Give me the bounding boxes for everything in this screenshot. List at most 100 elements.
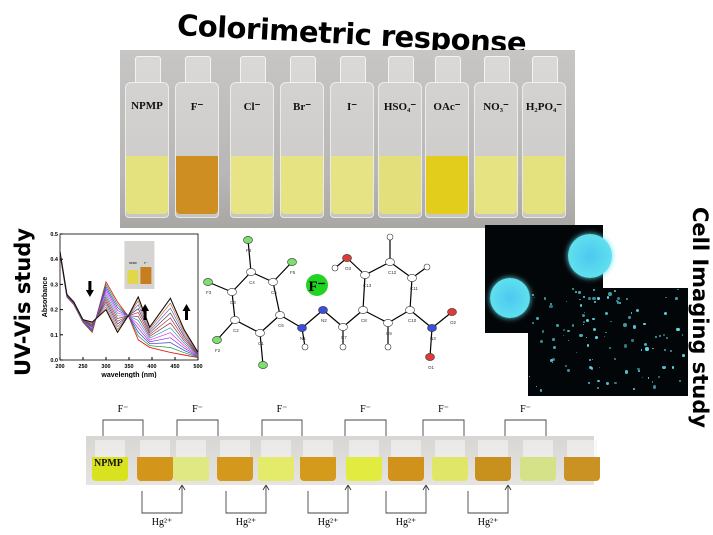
- cell-dot: [592, 317, 595, 321]
- atom-h9: [384, 343, 392, 351]
- cell-dot: [571, 323, 575, 327]
- cell-dot: [566, 300, 568, 302]
- vial-solution: [475, 156, 517, 214]
- cell-dot: [597, 387, 599, 389]
- vial-solution: [379, 156, 421, 214]
- cell-dot: [681, 334, 684, 336]
- cell-dot: [593, 300, 597, 304]
- cell-dot: [637, 369, 641, 373]
- bond: [234, 319, 261, 334]
- vial-neck: [435, 56, 461, 83]
- atom-label: C2: [233, 328, 239, 333]
- vial: [137, 440, 173, 483]
- cell-dot: [682, 354, 686, 357]
- reverse-arrow: [141, 485, 183, 514]
- cell-dot: [579, 298, 581, 300]
- atom-h1: [301, 343, 309, 351]
- arrow-down-icon: [85, 281, 94, 297]
- vial-solution: [520, 457, 556, 481]
- arrow-head-icon: [422, 484, 430, 491]
- vial-neck: [135, 56, 161, 83]
- vial-solution: [126, 156, 168, 214]
- bond: [259, 332, 264, 366]
- cell-dot: [589, 366, 593, 370]
- vial: NPMP: [125, 56, 169, 220]
- vial-solution: [92, 457, 128, 481]
- atom-label: C4: [249, 280, 255, 285]
- cell-dot: [598, 366, 600, 368]
- y-tick-label: 0.5: [50, 232, 58, 238]
- atom-o1: [425, 353, 435, 361]
- atom-c12: [385, 258, 395, 266]
- atom-n2: [318, 306, 328, 314]
- bond: [429, 327, 433, 358]
- cell-dot: [562, 334, 565, 337]
- vial-glass: [523, 440, 553, 458]
- cell-dot: [552, 358, 555, 362]
- vial-glass: [478, 440, 508, 458]
- bond: [247, 239, 252, 273]
- cell-dot: [643, 323, 646, 326]
- reverse-reagent-label: Hg²⁺: [318, 517, 339, 528]
- cell-dot: [585, 319, 589, 322]
- cell-dot: [578, 333, 583, 338]
- cell-dot: [675, 327, 680, 332]
- atom-label: C12: [388, 270, 397, 275]
- arrow-head: [141, 304, 150, 311]
- vial: [300, 440, 336, 483]
- atom-f1: [258, 361, 268, 369]
- cell-dot: [583, 312, 585, 314]
- inset-label: F⁻: [144, 261, 148, 265]
- vial-solution: [281, 156, 323, 214]
- vial-solution: [217, 457, 253, 481]
- cell-dot: [533, 296, 536, 298]
- inset-vial-npmp: [127, 270, 139, 284]
- cell-dot: [552, 361, 554, 363]
- atom-label: F5: [290, 270, 296, 275]
- vial: Cl⁻: [230, 56, 274, 220]
- cell-dot: [585, 336, 587, 338]
- cell-dot: [592, 358, 594, 360]
- vial-glass: [349, 440, 379, 458]
- atom-label: C6: [278, 323, 284, 328]
- series-line: [59, 251, 199, 353]
- vial-neck: [185, 56, 211, 83]
- cell-dot: [582, 296, 585, 299]
- cell-dot: [665, 296, 667, 298]
- atom-label: N2: [321, 318, 327, 323]
- fluorescent-cell: [568, 234, 612, 278]
- cell-dot: [532, 294, 535, 297]
- vial-solution: [173, 457, 209, 481]
- y-tick-label: 0.0: [50, 358, 58, 364]
- vial-glass: [303, 440, 333, 458]
- y-tick-label: 0.3: [50, 282, 58, 288]
- cell-dot: [604, 335, 605, 337]
- vial-label: F⁻: [190, 101, 204, 113]
- bond: [364, 261, 391, 276]
- vial-solution: [331, 156, 373, 214]
- bond: [301, 309, 324, 329]
- vial-solution: [137, 457, 173, 481]
- reverse-arrow: [225, 485, 267, 514]
- vial: [564, 440, 600, 483]
- arrow-shaft: [185, 310, 188, 320]
- arrow-head: [182, 304, 191, 311]
- bond: [272, 261, 293, 283]
- bond: [362, 274, 366, 311]
- vial-glass: [176, 440, 206, 458]
- forward-reagent-label: F⁻: [277, 404, 288, 415]
- inset-label: NPMP: [129, 261, 138, 265]
- cell-dot: [567, 329, 570, 333]
- vial-glass: [435, 440, 465, 458]
- uv-vis-chart: 200 250 300 350 400 450 500 0.0 0.1 0.2 0.3 0.4 0.5 w…: [42, 232, 203, 378]
- atom-label: O3: [345, 266, 352, 271]
- uv-vis-label: UV-Vis study: [11, 227, 35, 377]
- cell-dot: [614, 381, 617, 384]
- vial: NO₃⁻: [474, 56, 518, 220]
- atom-label: C13: [363, 283, 372, 288]
- bond: [409, 277, 413, 311]
- bond: [216, 319, 236, 341]
- cell-dot: [664, 349, 667, 352]
- x-tick-label: 350: [124, 364, 133, 370]
- cell-dot: [555, 323, 560, 328]
